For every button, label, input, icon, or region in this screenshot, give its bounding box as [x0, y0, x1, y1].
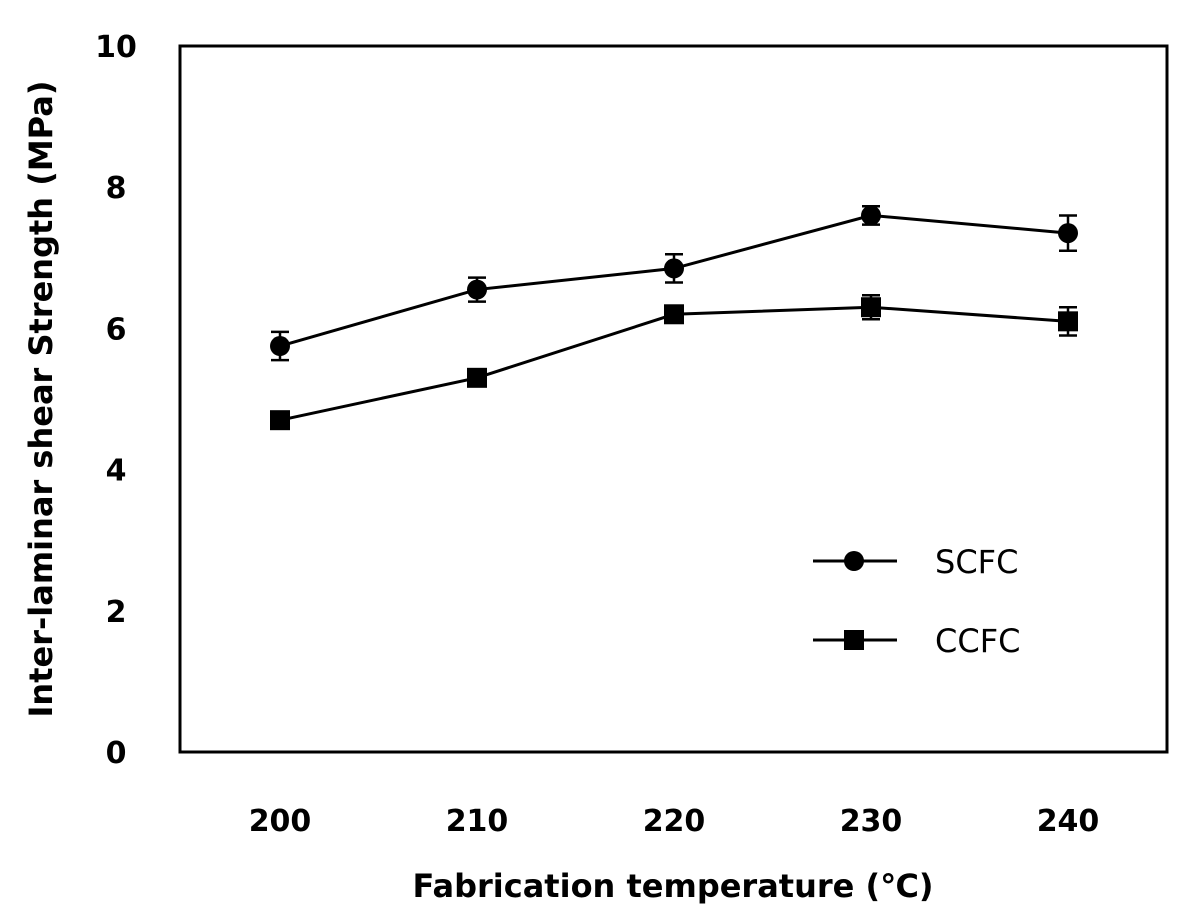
x-tick-label: 230 — [840, 804, 903, 839]
data-point-ccfc — [270, 410, 290, 431]
data-point-scfc — [664, 258, 684, 279]
data-point-scfc — [467, 279, 487, 300]
y-axis-title: Inter-laminar shear Strength (MPa) — [22, 81, 60, 718]
x-tick-label: 200 — [249, 804, 312, 839]
data-point-ccfc — [1058, 311, 1078, 332]
data-point-scfc — [861, 205, 881, 226]
x-axis-title: Fabrication temperature (℃) — [413, 867, 934, 905]
x-tick-label: 220 — [643, 804, 706, 839]
y-tick-label: 10 — [95, 30, 137, 65]
data-point-ccfc — [664, 304, 684, 325]
y-tick-label: 4 — [106, 454, 127, 489]
series-layer — [270, 205, 1078, 431]
legend-item-ccfc: CCFC — [813, 622, 1020, 660]
plot-frame — [178, 44, 1169, 754]
series-ccfc — [270, 293, 1078, 431]
series-scfc — [270, 205, 1078, 362]
data-point-ccfc — [467, 367, 487, 388]
x-tick-label: 240 — [1037, 804, 1100, 839]
data-point-scfc — [270, 336, 290, 357]
y-tick-labels: 0 2 4 6 8 10 — [95, 30, 137, 771]
x-tick-labels: 200 210 220 230 240 — [249, 804, 1100, 839]
y-tick-label: 6 — [106, 312, 127, 347]
legend-item-scfc: SCFC — [813, 543, 1018, 581]
legend-label-ccfc: CCFC — [935, 622, 1020, 660]
data-point-scfc — [1058, 223, 1078, 244]
y-tick-label: 2 — [106, 595, 127, 630]
y-tick-label: 8 — [106, 171, 127, 206]
y-tick-label: 0 — [106, 736, 127, 771]
legend-marker-square — [844, 630, 864, 650]
legend-marker-circle — [844, 551, 864, 571]
data-point-ccfc — [861, 297, 881, 318]
legend-label-scfc: SCFC — [935, 543, 1018, 581]
x-tick-label: 210 — [446, 804, 509, 839]
legend: SCFC CCFC — [813, 543, 1020, 660]
